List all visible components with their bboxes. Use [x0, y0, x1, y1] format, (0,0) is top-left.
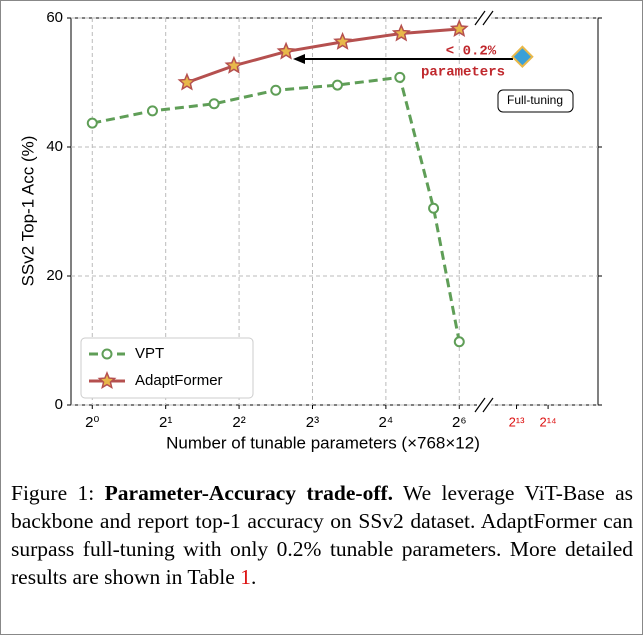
- point: [331, 79, 343, 91]
- y-axis-label: SSv2 Top-1 Acc (%): [18, 136, 37, 287]
- point: [208, 98, 220, 110]
- x-tick-label: 2⁶: [452, 414, 467, 431]
- caption-title: Parameter-Accuracy trade-off.: [104, 481, 394, 505]
- legend-label: AdaptFormer: [135, 372, 223, 389]
- point: [146, 105, 158, 117]
- x-axis-label: Number of tunable parameters (×768×12): [166, 433, 480, 452]
- label-box: [497, 89, 574, 113]
- point: [449, 19, 469, 38]
- plot-frame: [70, 17, 599, 406]
- x-tick-label: 2²: [232, 414, 245, 431]
- axis-break: [474, 9, 494, 414]
- x-tick-label: 2³: [306, 414, 319, 431]
- caption-label: Figure 1:: [11, 481, 95, 505]
- full-tuning-label: Full-tuning: [507, 93, 563, 107]
- y-tick-label: 20: [46, 267, 63, 284]
- legend-label: VPT: [135, 345, 164, 362]
- chart: < 0.2% parameters Full-tuning SSv2 Top-1…: [18, 9, 602, 452]
- annotation: parameters: [421, 65, 505, 81]
- series-line: [186, 27, 460, 84]
- x-tick-label: 2¹: [159, 414, 172, 431]
- point: [453, 336, 465, 348]
- full-tuning-point: [511, 45, 534, 69]
- x-tick-label: 2⁰: [85, 414, 99, 431]
- point: [391, 23, 411, 42]
- y-tick-label: 60: [46, 9, 63, 26]
- point: [270, 84, 282, 96]
- point: [177, 72, 197, 91]
- caption: Figure 1: Parameter-Accuracy trade-off. …: [11, 479, 633, 591]
- caption-ref[interactable]: 1: [240, 565, 251, 589]
- caption-text: We leverage ViT-Base as backbone and rep…: [11, 481, 634, 589]
- legend: [80, 337, 254, 399]
- x-tick-label: 2¹³: [509, 414, 526, 429]
- point: [276, 41, 296, 60]
- annotation: < 0.2%: [446, 44, 497, 60]
- y-tick-label: 40: [46, 138, 63, 155]
- point: [333, 31, 353, 50]
- legend-marker: [101, 348, 113, 360]
- point: [428, 202, 440, 214]
- arrow-head: [293, 54, 305, 64]
- x-tick-label: 2⁴: [378, 414, 393, 431]
- caption-end: .: [250, 565, 257, 589]
- y-tick-label: 0: [55, 396, 63, 413]
- point: [224, 55, 244, 74]
- x-tick-label: 2¹⁴: [540, 414, 557, 429]
- point: [86, 117, 98, 129]
- series-line: [91, 75, 461, 343]
- point: [394, 71, 406, 83]
- legend-marker: [97, 371, 117, 390]
